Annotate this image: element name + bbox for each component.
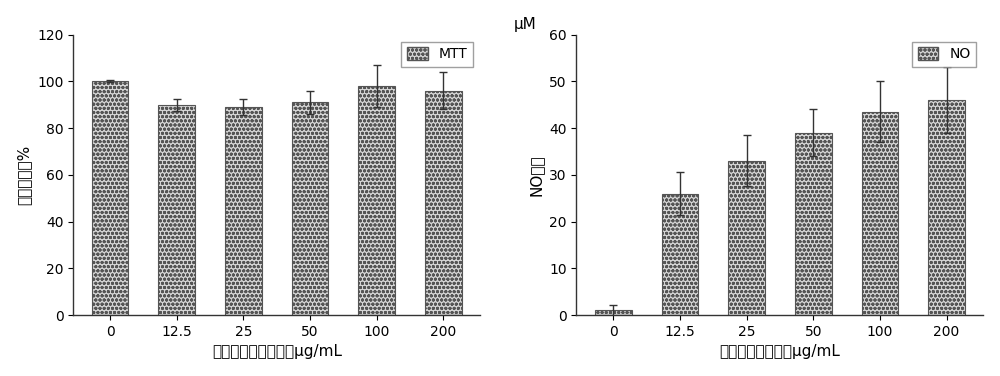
Bar	[928, 100, 965, 315]
X-axis label: 小麦鼸皮多糖浓度μg/mL: 小麦鼸皮多糖浓度μg/mL	[719, 344, 840, 359]
Bar	[595, 310, 632, 315]
Bar	[158, 105, 195, 315]
Y-axis label: NO含量: NO含量	[529, 154, 544, 196]
X-axis label: 小麦鼸皮多糖提取物μg/mL: 小麦鼸皮多糖提取物μg/mL	[212, 344, 342, 359]
Bar	[795, 133, 832, 315]
Y-axis label: 细胞存活率%: 细胞存活率%	[17, 145, 32, 205]
Bar	[728, 161, 765, 315]
Legend: MTT: MTT	[401, 41, 473, 67]
Bar	[225, 107, 262, 315]
Bar	[662, 194, 698, 315]
Legend: NO: NO	[912, 41, 976, 67]
Bar	[358, 86, 395, 315]
Text: μM: μM	[513, 17, 536, 32]
Bar	[92, 81, 128, 315]
Bar	[292, 102, 328, 315]
Bar	[862, 112, 898, 315]
Bar	[425, 91, 462, 315]
